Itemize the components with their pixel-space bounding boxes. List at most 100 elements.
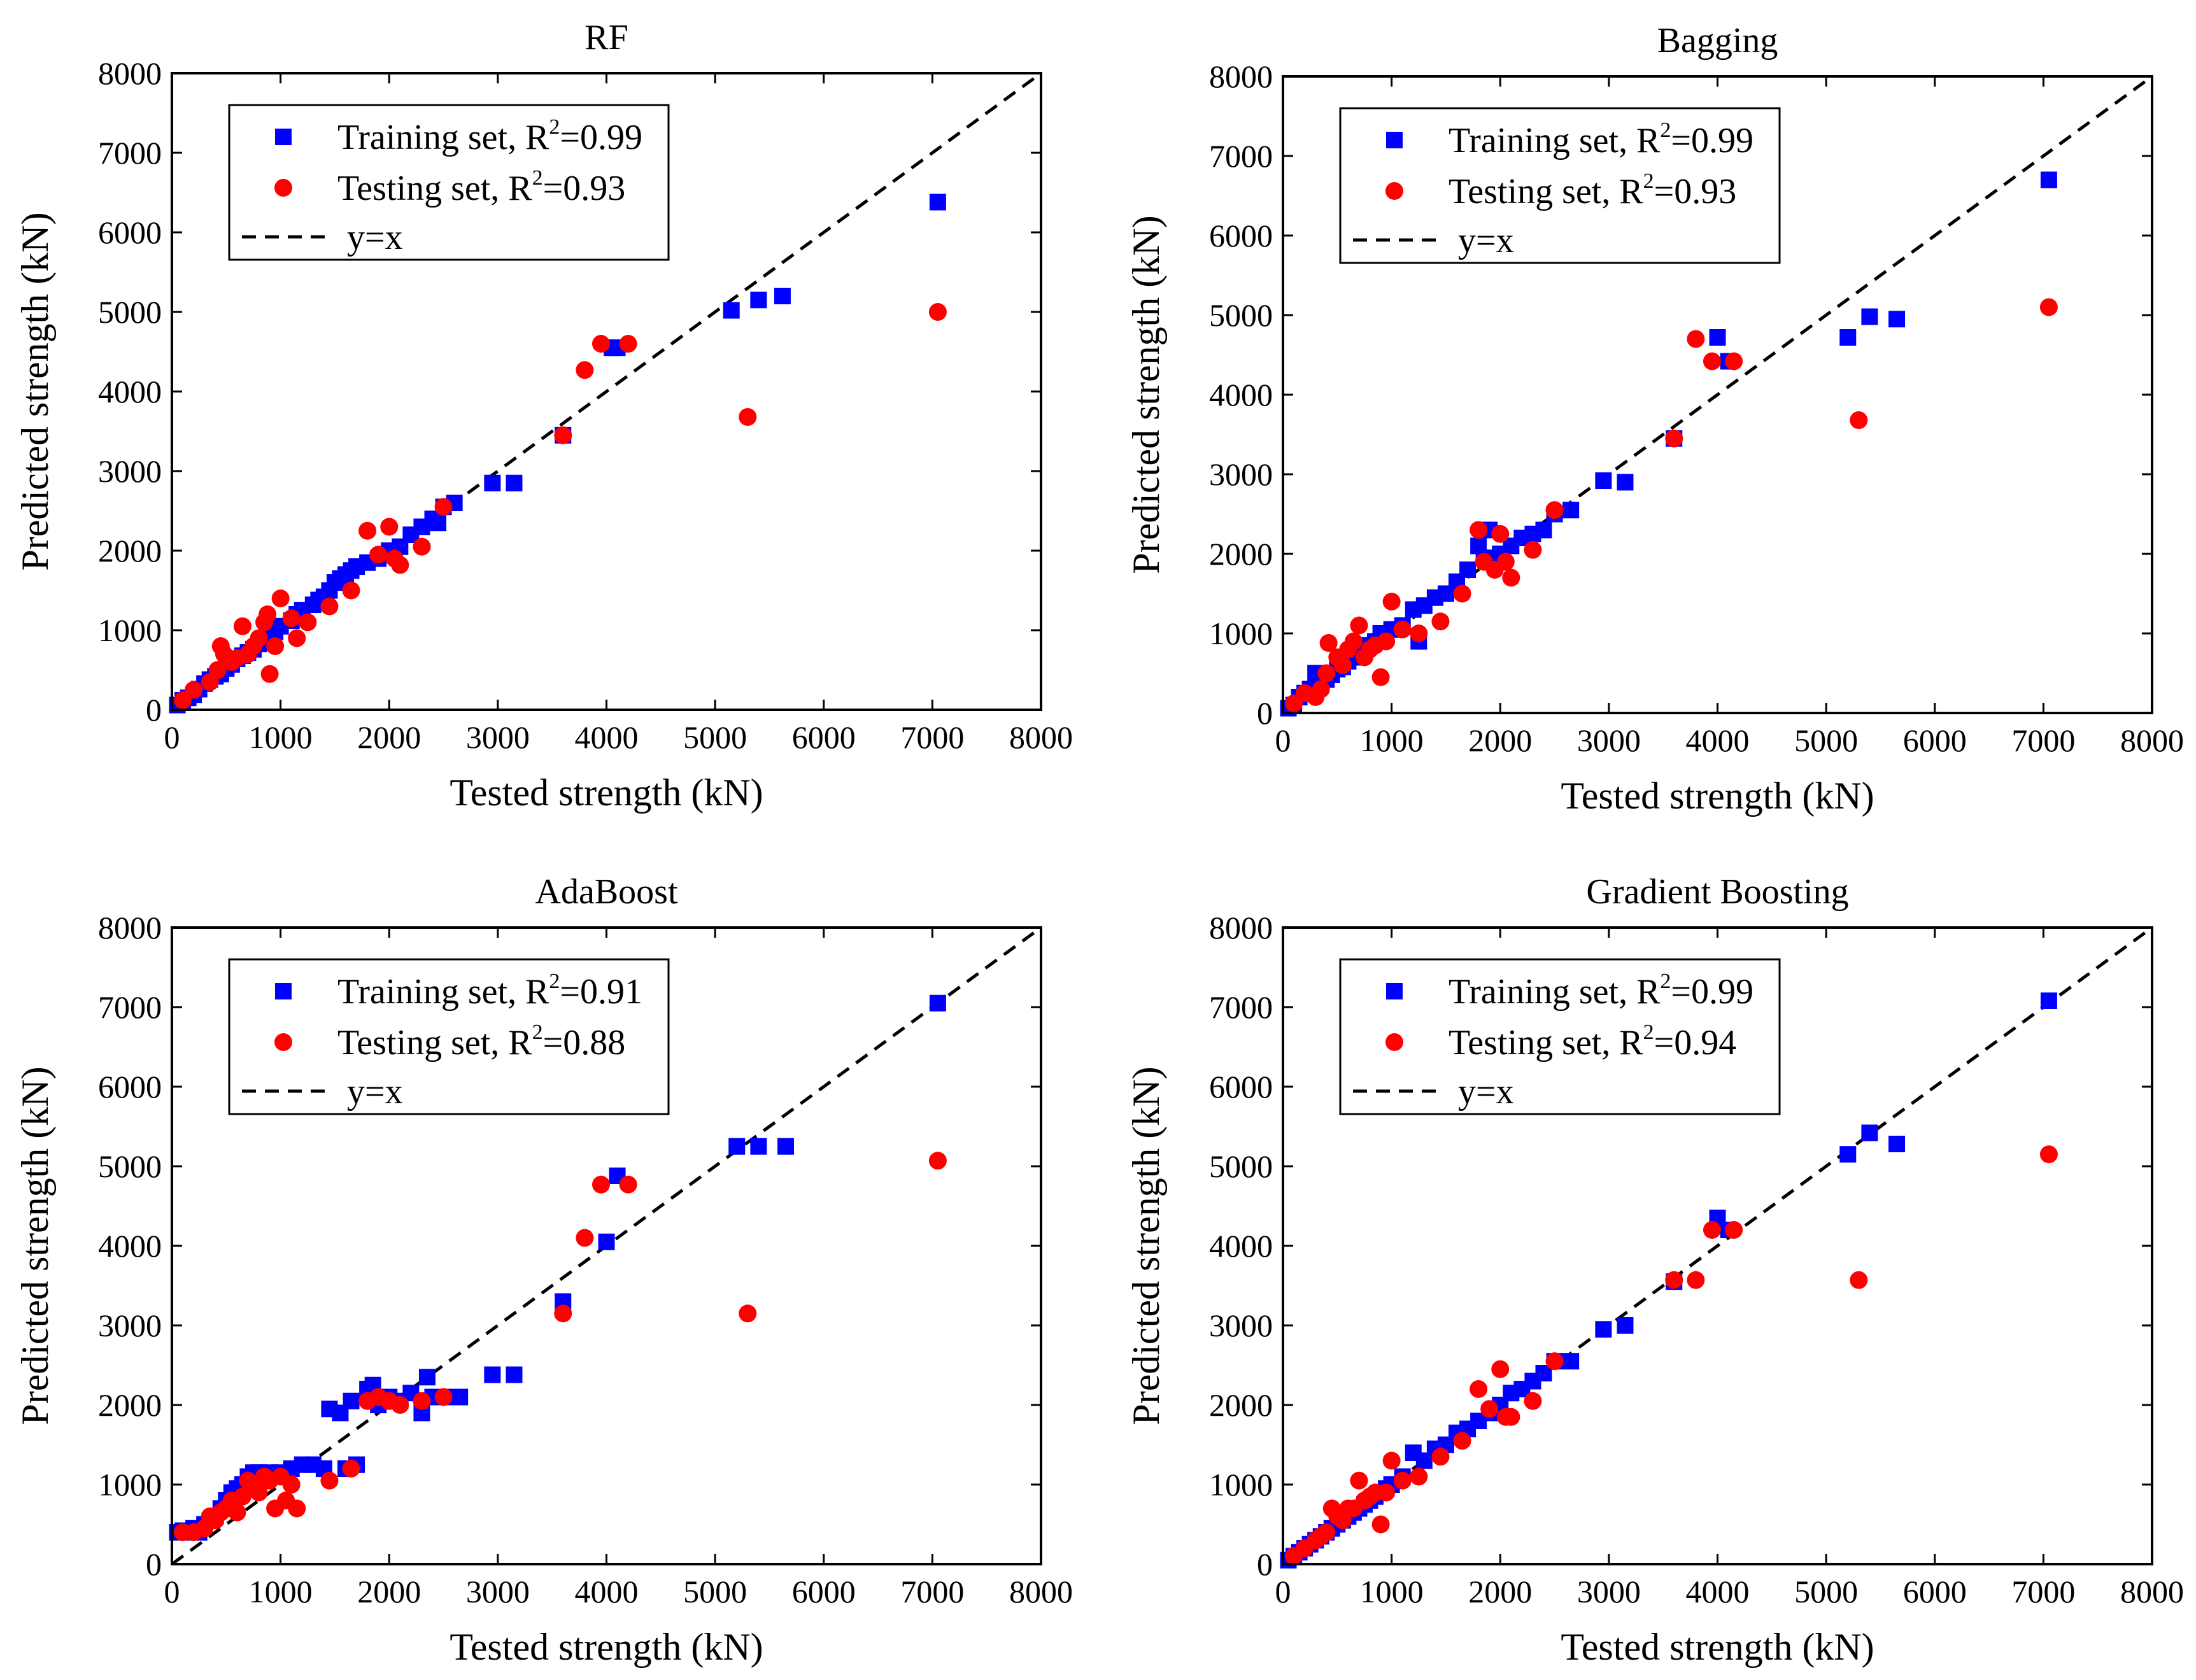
y-tick-label: 5000 bbox=[98, 294, 162, 330]
x-tick-label: 5000 bbox=[1794, 1574, 1858, 1609]
legend-testing-label-prefix: Testing set, R bbox=[337, 1023, 532, 1062]
testing-point bbox=[1431, 1448, 1450, 1466]
legend-testing-marker bbox=[1385, 1033, 1403, 1051]
testing-point bbox=[208, 661, 227, 679]
testing-point bbox=[1687, 1271, 1705, 1289]
x-axis-label: Tested strength (kN) bbox=[1561, 1626, 1874, 1668]
legend-training-label-prefix: Training set, R bbox=[337, 972, 549, 1012]
testing-point bbox=[1319, 634, 1338, 652]
testing-point bbox=[1480, 1400, 1499, 1418]
testing-point bbox=[1410, 1467, 1428, 1486]
training-point bbox=[1709, 329, 1726, 346]
y-tick-label: 8000 bbox=[1209, 59, 1273, 94]
testing-point bbox=[1393, 1471, 1412, 1490]
x-tick-label: 7000 bbox=[900, 719, 964, 755]
legend-testing-label-prefix: Testing set, R bbox=[337, 169, 532, 208]
testing-point bbox=[739, 408, 757, 426]
legend-box bbox=[1339, 958, 1781, 1115]
testing-point bbox=[1431, 612, 1450, 631]
chart-title: Bagging bbox=[1657, 21, 1778, 60]
testing-point bbox=[1491, 525, 1510, 543]
x-tick-label: 6000 bbox=[792, 719, 856, 755]
testing-point bbox=[928, 303, 947, 321]
reference-line-y-equals-x bbox=[1282, 74, 2153, 715]
x-tick-label: 6000 bbox=[1903, 723, 1967, 758]
testing-point bbox=[1312, 680, 1330, 698]
testing-point bbox=[1371, 1515, 1390, 1534]
legend-training-label-prefix: Training set, R bbox=[1449, 972, 1661, 1012]
x-tick-label: 2000 bbox=[357, 719, 421, 755]
testing-point bbox=[413, 537, 431, 556]
y-tick-label: 4000 bbox=[1209, 377, 1273, 413]
testing-point bbox=[1665, 1271, 1683, 1289]
testing-point bbox=[259, 605, 277, 623]
legend-training-marker bbox=[1386, 132, 1403, 148]
legend-line-label: y=x bbox=[347, 1072, 403, 1112]
legend-box bbox=[1339, 107, 1781, 264]
x-axis-label: Tested strength (kN) bbox=[450, 772, 763, 814]
y-tick-label: 7000 bbox=[1209, 989, 1273, 1025]
y-tick-label: 2000 bbox=[1209, 1387, 1273, 1423]
legend-training-label: Training set, R2=0.91 bbox=[337, 970, 642, 1012]
testing-point bbox=[434, 1388, 453, 1406]
testing-point bbox=[342, 1460, 360, 1478]
legend-training-label-value: =0.91 bbox=[560, 972, 642, 1012]
testing-point bbox=[592, 1175, 610, 1194]
testing-point bbox=[250, 1483, 268, 1502]
y-axis-label: Predicted strength (kN) bbox=[14, 1066, 56, 1425]
chart-title: Gradient Boosting bbox=[1586, 872, 1848, 912]
legend-testing-label-value: =0.88 bbox=[543, 1023, 626, 1062]
training-point bbox=[1888, 1136, 1906, 1152]
x-axis-label: Tested strength (kN) bbox=[1561, 775, 1874, 817]
testing-point bbox=[233, 1487, 251, 1506]
legend-testing-label-superscript: 2 bbox=[532, 166, 543, 190]
training-point bbox=[1839, 1146, 1857, 1163]
testing-point bbox=[1850, 411, 1868, 429]
x-tick-label: 0 bbox=[164, 719, 180, 755]
x-tick-label: 1000 bbox=[1360, 723, 1424, 758]
plot-frame bbox=[171, 72, 1042, 711]
testing-point bbox=[1725, 1221, 1743, 1239]
y-tick-label: 2000 bbox=[98, 1387, 162, 1423]
x-tick-label: 0 bbox=[164, 1574, 180, 1609]
testing-point bbox=[260, 665, 279, 683]
testing-point bbox=[1382, 593, 1401, 611]
x-tick-label: 4000 bbox=[1686, 1574, 1750, 1609]
x-tick-label: 3000 bbox=[466, 1574, 530, 1609]
testing-point bbox=[1524, 540, 1542, 559]
y-tick-label: 0 bbox=[1257, 695, 1273, 731]
legend-testing-label-value: =0.94 bbox=[1654, 1023, 1737, 1062]
x-tick-label: 7000 bbox=[2011, 723, 2075, 758]
y-tick-label: 6000 bbox=[1209, 218, 1273, 253]
x-tick-label: 8000 bbox=[1009, 1574, 1073, 1609]
testing-point bbox=[320, 597, 339, 616]
legend-training-label-superscript: 2 bbox=[1660, 118, 1671, 142]
legend-testing-label: Testing set, R2=0.93 bbox=[337, 166, 625, 208]
x-tick-label: 3000 bbox=[1577, 723, 1641, 758]
x-tick-label: 2000 bbox=[357, 1574, 421, 1609]
x-tick-label: 5000 bbox=[683, 719, 747, 755]
legend-line-label: y=x bbox=[1458, 1072, 1514, 1112]
x-tick-label: 8000 bbox=[2120, 1574, 2184, 1609]
testing-point bbox=[928, 1152, 947, 1170]
plot-frame bbox=[1282, 75, 2153, 714]
x-tick-label: 4000 bbox=[575, 1574, 639, 1609]
training-point bbox=[1617, 1317, 1634, 1334]
y-tick-label: 1000 bbox=[1209, 1467, 1273, 1502]
x-tick-label: 8000 bbox=[2120, 723, 2184, 758]
legend-testing-label-prefix: Testing set, R bbox=[1449, 172, 1643, 211]
testing-point bbox=[391, 1396, 409, 1414]
testing-point bbox=[233, 617, 251, 635]
testing-point bbox=[288, 629, 306, 647]
testing-point bbox=[1350, 1471, 1368, 1490]
y-tick-label: 1000 bbox=[98, 612, 162, 648]
testing-point bbox=[434, 498, 453, 516]
testing-point bbox=[1687, 330, 1705, 348]
chart-panel-2: AdaBoost 0 1000 2000 3000 4000 5000 6000 7000 800… bbox=[14, 872, 1073, 1668]
reference-line-y-equals-x bbox=[1282, 926, 2153, 1566]
training-point bbox=[598, 1233, 615, 1250]
testing-point bbox=[342, 581, 360, 600]
training-point bbox=[343, 1392, 360, 1409]
reference-line-y-equals-x bbox=[171, 71, 1042, 712]
